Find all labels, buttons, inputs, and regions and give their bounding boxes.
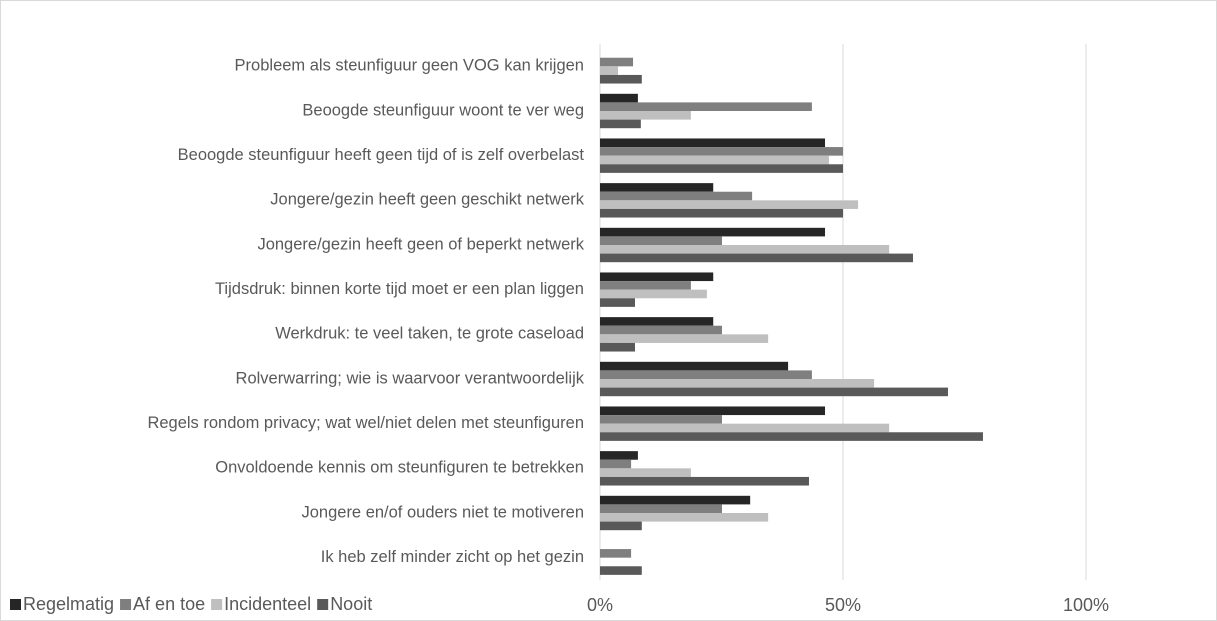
- legend-label: Regelmatig: [23, 594, 114, 614]
- bar: [600, 183, 714, 192]
- bar: [600, 325, 722, 335]
- y-tick-label: Regels rondom privacy; wat wel/niet dele…: [147, 414, 584, 432]
- bar: [600, 334, 769, 343]
- bar: [600, 513, 769, 522]
- bar: [600, 281, 691, 290]
- legend-swatch: [120, 599, 132, 610]
- bar: [600, 566, 642, 575]
- x-tick-label: 50%: [825, 595, 861, 615]
- y-tick-label: Jongere/gezin heeft geen of beperkt netw…: [257, 235, 584, 253]
- bar: [600, 200, 859, 209]
- y-tick-label: Probleem als steunfiguur geen VOG kan kr…: [235, 57, 584, 75]
- bar: [600, 236, 722, 245]
- bar: [600, 138, 826, 148]
- y-tick-label: Onvoldoende kennis om steunfiguren te be…: [215, 459, 584, 477]
- bar: [600, 147, 843, 156]
- bar: [600, 379, 875, 388]
- bar: [600, 66, 618, 75]
- bar: [600, 406, 826, 416]
- bar: [600, 245, 890, 254]
- bar: [600, 504, 722, 513]
- bar: [600, 495, 751, 505]
- bar: [600, 93, 638, 103]
- bar: [600, 298, 635, 307]
- bar: [600, 459, 632, 469]
- bar: [600, 415, 722, 424]
- bar: [600, 102, 812, 111]
- bar: [600, 227, 826, 237]
- bar: [600, 521, 642, 531]
- bar: [600, 387, 948, 397]
- x-tick-label: 0%: [587, 595, 613, 615]
- bar: [600, 208, 843, 218]
- legend-swatch: [10, 599, 21, 610]
- y-tick-label: Jongere/gezin heeft geen geschikt netwer…: [270, 191, 584, 209]
- bar: [600, 57, 634, 67]
- x-tick-label: 100%: [1063, 595, 1109, 615]
- legend-label: Nooit: [330, 594, 372, 614]
- bar: [600, 317, 714, 326]
- bar: [600, 370, 812, 379]
- y-tick-label: Ik heb zelf minder zicht op het gezin: [321, 548, 584, 566]
- y-tick-label: Beoogde steunfiguur heeft geen tijd of i…: [178, 146, 585, 164]
- bar: [600, 119, 641, 129]
- bar: [600, 155, 829, 165]
- y-tick-label: Werkdruk: te veel taken, te grote caselo…: [275, 325, 584, 343]
- legend-label: Incidenteel: [224, 594, 311, 614]
- bar: [600, 361, 789, 371]
- bar: [600, 253, 913, 263]
- bar: [600, 191, 753, 201]
- bar: [600, 549, 632, 558]
- bar: [600, 272, 714, 282]
- legend-label: Af en toe: [133, 594, 205, 614]
- y-tick-label: Rolverwarring; wie is waarvoor verantwoo…: [236, 369, 585, 387]
- y-tick-label: Jongere en/of ouders niet te motiveren: [301, 503, 584, 521]
- legend-swatch: [317, 599, 329, 610]
- bar: [600, 342, 635, 352]
- bar: [600, 432, 983, 441]
- bar: [600, 451, 638, 460]
- y-tick-label: Beoogde steunfiguur woont te ver weg: [302, 101, 584, 119]
- bar: [600, 164, 843, 173]
- legend-swatch: [211, 599, 223, 610]
- bar: [600, 476, 809, 486]
- bar: [600, 111, 691, 120]
- bar: [600, 423, 890, 433]
- bar: [600, 289, 707, 299]
- y-tick-label: Tijdsdruk: binnen korte tijd moet er een…: [215, 280, 584, 298]
- bar: [600, 468, 691, 477]
- bar: [600, 74, 642, 84]
